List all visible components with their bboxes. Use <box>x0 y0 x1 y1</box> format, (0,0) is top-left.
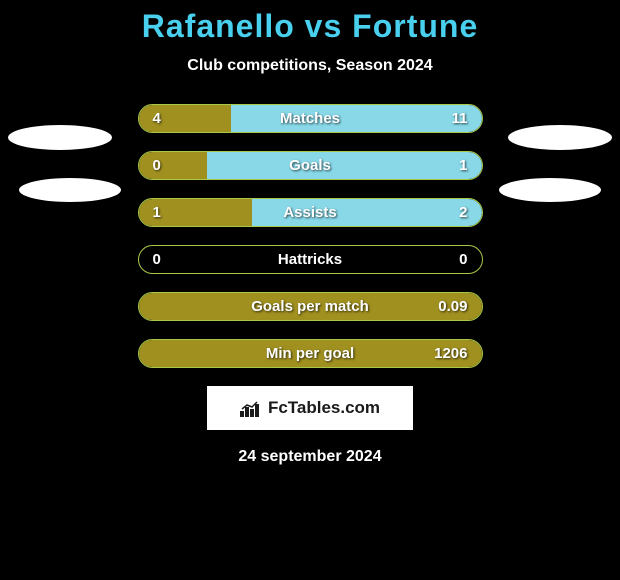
bar-fill-right <box>207 152 481 179</box>
bar-container: Goals per match 0.09 <box>138 292 483 321</box>
stat-label: Hattricks <box>278 251 342 268</box>
bar-container: 0 Goals 1 <box>138 151 483 180</box>
subtitle: Club competitions, Season 2024 <box>187 57 432 75</box>
chart-icon <box>240 399 262 417</box>
stat-value-left: 1 <box>153 204 161 221</box>
stat-value-left: 4 <box>153 110 161 127</box>
bar-fill-left <box>139 152 208 179</box>
stats-area: 4 Matches 11 0 Goals 1 1 Assists 2 <box>0 103 620 368</box>
stat-row-min-per-goal: Min per goal 1206 <box>0 338 620 368</box>
bar-container: 1 Assists 2 <box>138 198 483 227</box>
badge-text: FcTables.com <box>268 398 380 418</box>
stat-label: Matches <box>280 110 340 127</box>
stat-row-hattricks: 0 Hattricks 0 <box>0 244 620 274</box>
stat-value-right: 11 <box>452 110 468 127</box>
stat-label: Min per goal <box>266 345 354 362</box>
stat-row-assists: 1 Assists 2 <box>0 197 620 227</box>
date-text: 24 september 2024 <box>238 448 381 466</box>
stat-value-left: 0 <box>153 251 161 268</box>
stat-value-right: 1 <box>459 157 467 174</box>
bar-fill-right <box>231 105 481 132</box>
stat-label: Assists <box>283 204 336 221</box>
stat-value-right: 2 <box>459 204 467 221</box>
stat-value-right: 1206 <box>434 345 467 362</box>
stat-value-right: 0.09 <box>438 298 467 315</box>
stat-row-goals-per-match: Goals per match 0.09 <box>0 291 620 321</box>
main-container: Rafanello vs Fortune Club competitions, … <box>0 0 620 580</box>
bar-container: Min per goal 1206 <box>138 339 483 368</box>
page-title: Rafanello vs Fortune <box>142 8 479 45</box>
bar-container: 4 Matches 11 <box>138 104 483 133</box>
bar-container: 0 Hattricks 0 <box>138 245 483 274</box>
footer-badge[interactable]: FcTables.com <box>207 386 413 430</box>
stat-label: Goals <box>289 157 331 174</box>
stat-value-right: 0 <box>459 251 467 268</box>
stat-label: Goals per match <box>251 298 369 315</box>
stat-value-left: 0 <box>153 157 161 174</box>
stat-row-matches: 4 Matches 11 <box>0 103 620 133</box>
stat-row-goals: 0 Goals 1 <box>0 150 620 180</box>
